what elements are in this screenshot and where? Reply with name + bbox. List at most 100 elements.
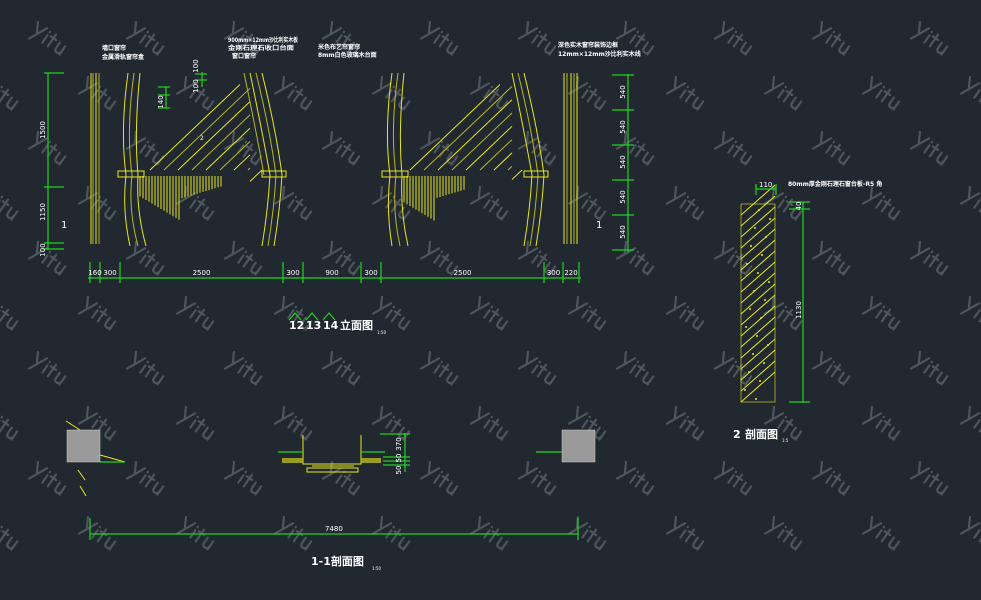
dim-label: 1500 [39,121,47,139]
aggregate-dot [753,290,755,292]
hatch-line [740,349,776,381]
aggregate-dot [746,263,748,265]
dim-label: 100 [39,243,47,256]
section-1-1-view: 370 50 50 7480 1-1剖面图 1:50 [65,420,596,571]
hatch-line [740,283,776,315]
hatch-line [740,217,776,249]
dim-label: 40 [795,202,803,211]
right-dimension-line: 540 540 540 540 540 [612,74,634,252]
aggregate-dot [764,299,766,301]
section-marker: 1 [596,220,602,231]
dim-label: 160 [88,269,101,277]
hatch-line [163,87,251,171]
aggregate-dot [760,317,762,319]
aggregate-dot [754,227,756,229]
hatch-line [149,84,241,171]
dim-label: 100 [192,79,200,92]
hatch-line [177,101,251,171]
note: 80mm厚金刚石理石窗台板-R5 角 [788,180,882,188]
dim-label: 1130 [795,301,803,319]
dim-label: 300 [364,269,377,277]
hatch-line [451,112,513,171]
inner-dims: 100 100 140 [157,59,207,109]
hatch-line [740,305,776,337]
dim-label: 140 [157,95,165,108]
dim-label: 300 [103,269,116,277]
hatch-line [740,195,776,227]
note-2: 900mm×12mm沙比利实木板金刚石理石收口台面窗口窗帘 [227,36,299,60]
dim-label: 300 [547,269,560,277]
dim-label: 540 [619,155,627,168]
scale-label: 1:5 [782,438,789,443]
dim-label: 7480 [325,525,343,533]
title-number: 2 [733,428,741,441]
hatch-line [740,261,776,293]
hatch-line [423,86,513,171]
dim-label: 370 [395,437,403,450]
dim-label: 900 [325,269,338,277]
left-dimension-line: 1500 1150 100 [39,72,64,257]
curtain-right-window [381,72,549,247]
dim-label: 220 [564,269,577,277]
aggregate-dot [761,254,763,256]
hatch-line [740,272,776,304]
hatch-line [249,169,263,182]
note-4: 深色实木窗帘装饰边框 12mm×12mm沙比利实木线 [558,41,641,58]
aggregate-dot [745,326,747,328]
hatch-line [205,127,251,171]
dim-label: 540 [619,120,627,133]
curtain-left-window [117,72,287,247]
note-1: 墙口窗帘金属滑轨窗帘盒 [101,44,145,61]
dim-label: 540 [619,190,627,203]
hatch-line [740,338,776,370]
sill-channel [278,435,385,473]
aggregate-dot [749,308,751,310]
aggregate-dot [768,281,770,283]
hatch-line [740,184,776,216]
hatch-line [233,154,251,171]
valance-fringe [139,176,465,221]
hatch-line [507,165,513,171]
hatch-line [740,206,776,238]
dim-label: 110 [759,181,772,189]
hatch-line [740,327,776,359]
left-wall-edge [90,73,100,244]
hatch-line [740,371,776,403]
hatch-line [219,141,251,171]
aggregate-dot [756,335,758,337]
dim-label: 2500 [454,269,472,277]
section-marker: 2 [200,135,204,142]
bottom-dimension-line: 160 300 2500 300 900 300 2500 300 220 [88,262,581,283]
dim-label: 540 [619,85,627,98]
dim-label: 540 [619,225,627,238]
hatch-line [740,360,776,392]
hatch-line [740,316,776,348]
right-wall-edge [563,73,578,244]
aggregate-dot [748,371,750,373]
aggregate-dot [755,398,757,400]
aggregate-dot [765,236,767,238]
aggregate-dot [758,209,760,211]
view-title: 1-1剖面图 [311,554,364,568]
title-number: 14 [323,319,339,332]
dim-label: 50 [395,454,403,463]
hatch-line [511,169,523,180]
title-number: 12 [289,319,304,332]
dim-label: 2500 [193,269,211,277]
glass-hatch [149,84,523,182]
note-3: 米色布艺帘窗帘 8mm白色玻璃木台面 [318,43,377,59]
hatch-line [191,114,251,171]
aggregate-dot [763,362,765,364]
scale-label: 1:50 [372,566,381,571]
wall-block-right [561,429,596,463]
hatch-line [740,239,776,271]
aggregate-dot [757,272,759,274]
hatch-line [740,228,776,260]
wall-block-left [66,429,101,463]
section-2-view: 110 40 1130 80mm厚金刚石理石窗台板-R5 角 2 剖面图 1:5 [733,180,882,443]
aggregate-dot [744,389,746,391]
aggregate-dot [769,218,771,220]
hatch-line [479,139,513,171]
